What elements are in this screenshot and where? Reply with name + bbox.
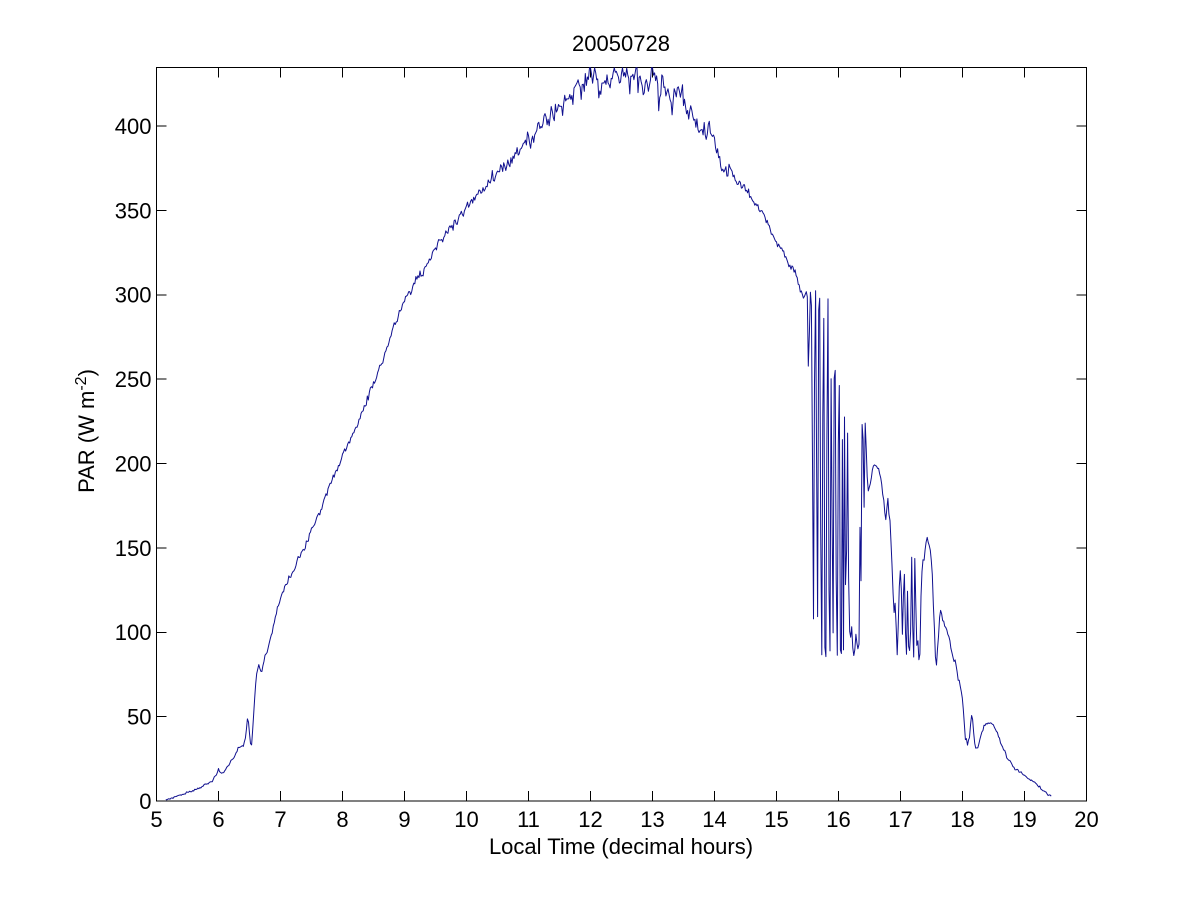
svg-text:15: 15 xyxy=(764,807,788,832)
svg-text:14: 14 xyxy=(702,807,726,832)
svg-text:300: 300 xyxy=(115,283,152,308)
svg-text:100: 100 xyxy=(115,620,152,645)
svg-text:6: 6 xyxy=(212,807,224,832)
svg-text:12: 12 xyxy=(578,807,602,832)
svg-text:5: 5 xyxy=(150,807,162,832)
svg-text:8: 8 xyxy=(336,807,348,832)
svg-text:150: 150 xyxy=(115,536,152,561)
svg-text:20050728: 20050728 xyxy=(572,31,670,56)
svg-text:400: 400 xyxy=(115,114,152,139)
svg-text:200: 200 xyxy=(115,451,152,476)
svg-text:0: 0 xyxy=(139,789,151,814)
svg-text:16: 16 xyxy=(826,807,850,832)
svg-text:11: 11 xyxy=(517,807,540,832)
svg-text:18: 18 xyxy=(950,807,974,832)
svg-text:20: 20 xyxy=(1074,807,1098,832)
svg-text:7: 7 xyxy=(274,807,286,832)
svg-text:19: 19 xyxy=(1012,807,1036,832)
svg-text:17: 17 xyxy=(888,807,912,832)
svg-text:250: 250 xyxy=(115,367,152,392)
svg-text:10: 10 xyxy=(454,807,478,832)
svg-text:13: 13 xyxy=(640,807,664,832)
svg-text:350: 350 xyxy=(115,198,152,223)
svg-text:Local Time (decimal hours): Local Time (decimal hours) xyxy=(489,834,753,859)
svg-text:9: 9 xyxy=(398,807,410,832)
svg-text:50: 50 xyxy=(127,705,151,730)
